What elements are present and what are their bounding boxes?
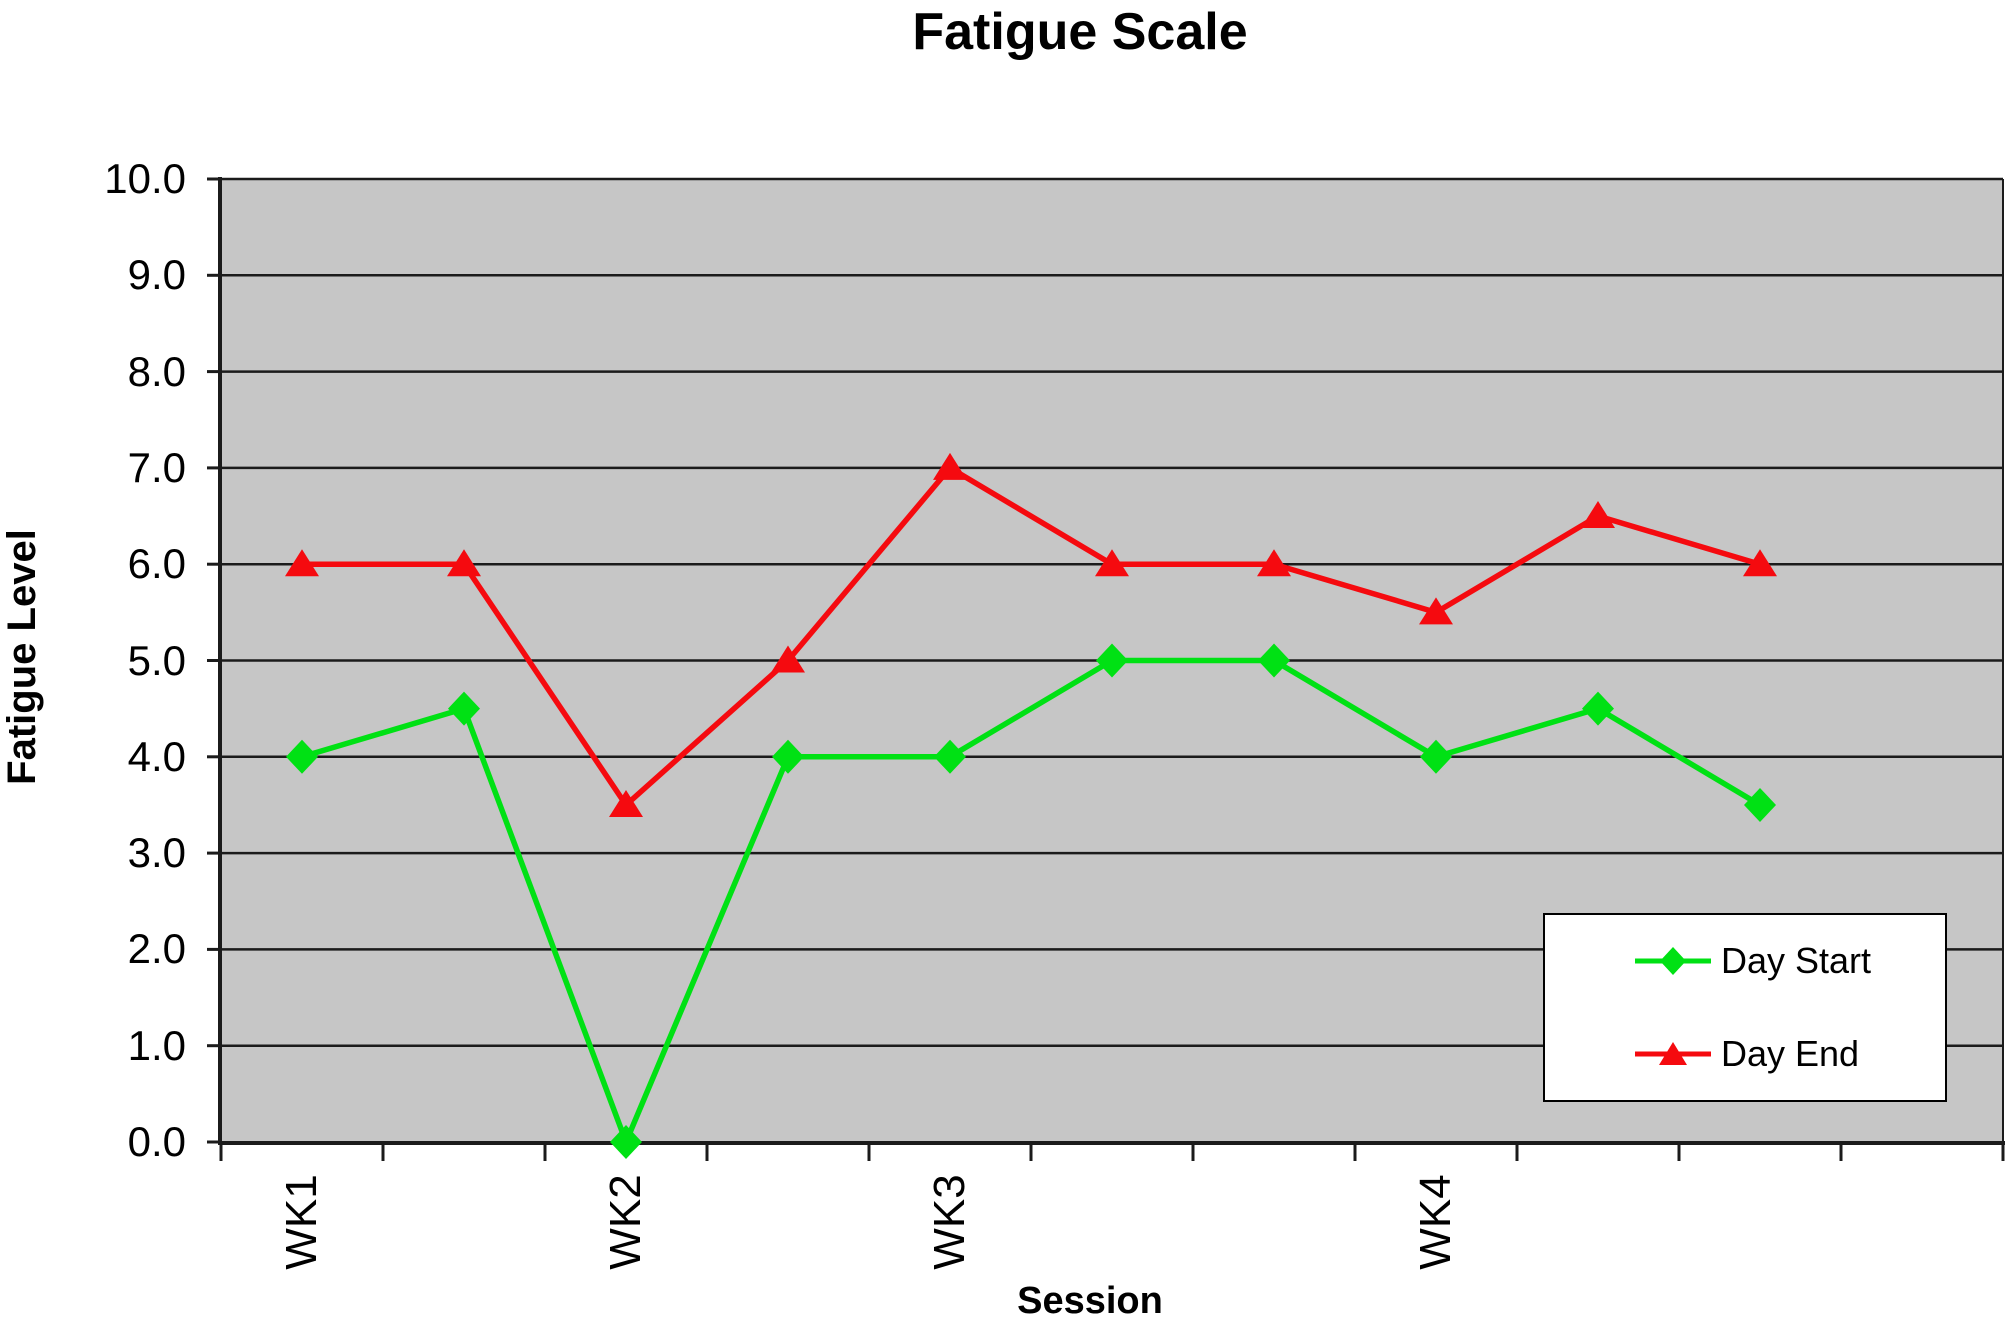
diamond-marker [1096,643,1128,678]
triangle-marker [1257,549,1291,577]
y-tick-label: 4.0 [127,732,186,780]
y-tick-label: 7.0 [127,443,186,491]
triangle-marker [1743,549,1777,577]
triangle-marker [1419,597,1453,625]
diamond-marker [448,691,480,726]
triangle-marker [285,549,319,577]
legend-item-day-start: Day Start [1633,940,1945,982]
y-tick-label: 5.0 [127,636,186,684]
y-tick-label: 10.0 [104,155,186,202]
diamond-marker [934,739,966,774]
triangle-marker [1095,549,1129,577]
y-tick-label: 2.0 [127,925,186,973]
chart-title: Fatigue Scale [912,3,1248,61]
diamond-marker [1744,787,1776,822]
y-tick-label: 8.0 [127,347,186,395]
series-line-day-end [302,465,1761,808]
diamond-marker [1582,691,1614,726]
diamond-marker [772,739,804,774]
y-tick-label: 9.0 [127,251,186,299]
diamond-marker [286,739,318,774]
x-tick-label: WK3 [925,1174,974,1270]
series-line-day-start [301,657,1762,1145]
legend: Day Start Day End [1543,913,1947,1102]
y-tick-label: 1.0 [127,1021,186,1069]
legend-label-day-end: Day End [1721,1032,1860,1074]
x-axis-title: Session [1017,1280,1163,1322]
legend-item-day-end: Day End [1633,1033,1945,1075]
y-tick-label: 6.0 [127,540,186,588]
x-tick-label: WK2 [601,1174,650,1270]
x-tick-label: WK4 [1411,1174,1460,1270]
triangle-marker [609,789,643,817]
diamond-marker [1420,739,1452,774]
day-end-line-triangle-icon [1635,1041,1711,1065]
triangle-marker [1581,501,1615,529]
triangle-marker [447,549,481,577]
x-tick-label: WK1 [277,1174,326,1270]
y-tick-label: 3.0 [127,829,186,877]
y-tick-label: 0.0 [127,1118,186,1165]
diamond-marker [610,1125,642,1159]
legend-label-day-start: Day Start [1721,940,1872,982]
triangle-marker [933,452,967,480]
triangle-marker [771,645,805,673]
diamond-marker [1258,643,1290,678]
day-start-line-diamond-icon [1635,947,1711,976]
